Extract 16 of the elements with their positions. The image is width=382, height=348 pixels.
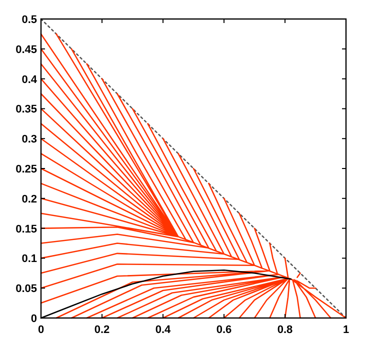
y-tick-label: 0.35	[16, 104, 37, 116]
x-tick-label: 0.4	[155, 324, 172, 336]
y-tick-label: 0.1	[22, 253, 37, 266]
x-tick-label: 0.2	[94, 324, 110, 336]
y-tick-label: 0.05	[16, 283, 37, 296]
y-tick-label: 0.25	[16, 164, 37, 176]
y-tick-label: 0.15	[16, 223, 37, 236]
y-tick-label: 0.45	[16, 44, 37, 56]
y-tick-label: 0.5	[22, 14, 37, 26]
y-tick-label: 0.4	[22, 74, 38, 86]
y-tick-label: 0.2	[22, 193, 37, 206]
y-tick-label: 0.3	[22, 134, 37, 146]
x-tick-label: 0.6	[216, 324, 232, 336]
x-tick-label: 0.8	[277, 324, 293, 336]
x-tick-label: 1	[342, 324, 350, 336]
y-tick-label: 0	[30, 313, 37, 325]
